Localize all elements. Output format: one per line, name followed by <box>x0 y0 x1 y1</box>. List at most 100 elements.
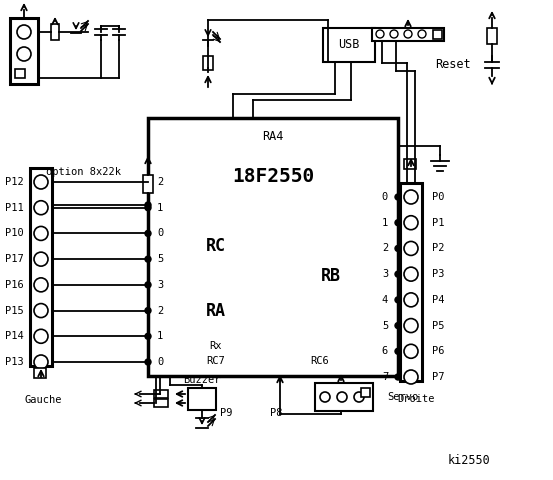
Bar <box>400 183 422 381</box>
Circle shape <box>404 319 418 333</box>
Text: 6: 6 <box>382 346 388 356</box>
Text: Reset: Reset <box>435 59 471 72</box>
Text: USB: USB <box>338 38 359 51</box>
Circle shape <box>34 175 48 189</box>
Bar <box>148 118 398 376</box>
Text: RB: RB <box>321 267 341 285</box>
Circle shape <box>337 392 347 402</box>
Circle shape <box>404 216 418 230</box>
Text: Buzzer: Buzzer <box>183 375 221 385</box>
Text: P5: P5 <box>432 321 445 331</box>
Circle shape <box>145 308 151 313</box>
Text: 5: 5 <box>157 254 163 264</box>
Circle shape <box>395 297 401 303</box>
Circle shape <box>17 25 31 39</box>
Text: 0: 0 <box>382 192 388 202</box>
Text: P0: P0 <box>432 192 445 202</box>
Text: 2: 2 <box>382 243 388 253</box>
Text: RC: RC <box>206 237 226 255</box>
Text: P14: P14 <box>5 331 24 341</box>
Text: P12: P12 <box>5 177 24 187</box>
Text: P7: P7 <box>432 372 445 382</box>
Text: P13: P13 <box>5 357 24 367</box>
Circle shape <box>395 348 401 354</box>
Text: 18F2550: 18F2550 <box>232 167 314 185</box>
Text: 3: 3 <box>382 269 388 279</box>
Text: 2: 2 <box>157 177 163 187</box>
Circle shape <box>395 374 401 380</box>
Circle shape <box>145 359 151 365</box>
Circle shape <box>34 303 48 318</box>
Text: P8: P8 <box>270 408 282 418</box>
Circle shape <box>395 271 401 277</box>
Text: 7: 7 <box>382 372 388 382</box>
Text: P15: P15 <box>5 306 24 315</box>
Text: 1: 1 <box>157 331 163 341</box>
Text: Droite: Droite <box>397 394 435 404</box>
Text: RC6: RC6 <box>311 356 330 366</box>
Circle shape <box>34 329 48 343</box>
Circle shape <box>395 245 401 252</box>
Circle shape <box>145 179 151 185</box>
Bar <box>188 388 216 410</box>
Circle shape <box>404 267 418 281</box>
Text: ki2550: ki2550 <box>447 454 490 467</box>
Text: Rx: Rx <box>210 341 222 351</box>
Circle shape <box>404 293 418 307</box>
Text: P10: P10 <box>5 228 24 239</box>
Text: 4: 4 <box>382 295 388 305</box>
Text: Gauche: Gauche <box>24 395 62 405</box>
Circle shape <box>404 30 412 38</box>
Bar <box>323 28 375 62</box>
Bar <box>154 399 168 407</box>
Bar <box>10 18 38 84</box>
Text: RC7: RC7 <box>207 356 226 366</box>
Circle shape <box>34 227 48 240</box>
Bar <box>15 69 25 78</box>
Bar <box>487 28 497 44</box>
Circle shape <box>354 392 364 402</box>
Bar <box>143 175 153 193</box>
Circle shape <box>145 202 151 208</box>
Circle shape <box>34 252 48 266</box>
Circle shape <box>145 230 151 237</box>
Bar <box>315 383 373 411</box>
Circle shape <box>145 333 151 339</box>
Circle shape <box>418 30 426 38</box>
Text: option 8x22k: option 8x22k <box>45 167 121 177</box>
Bar <box>34 368 46 378</box>
Circle shape <box>17 47 31 61</box>
Text: RA4: RA4 <box>262 130 284 143</box>
Bar <box>372 28 444 41</box>
Text: P4: P4 <box>432 295 445 305</box>
Circle shape <box>390 30 398 38</box>
Text: P2: P2 <box>432 243 445 253</box>
Circle shape <box>395 194 401 200</box>
Bar <box>51 24 59 40</box>
Circle shape <box>34 201 48 215</box>
Circle shape <box>395 323 401 329</box>
Bar <box>433 30 442 39</box>
Bar <box>361 388 370 397</box>
Circle shape <box>395 220 401 226</box>
Text: P3: P3 <box>432 269 445 279</box>
Circle shape <box>145 204 151 211</box>
Text: P11: P11 <box>5 203 24 213</box>
Text: 0: 0 <box>157 228 163 239</box>
Text: P6: P6 <box>432 346 445 356</box>
Circle shape <box>34 278 48 292</box>
Text: RA: RA <box>206 302 226 320</box>
Bar <box>154 390 168 398</box>
Text: 3: 3 <box>157 280 163 290</box>
Text: P17: P17 <box>5 254 24 264</box>
Text: P16: P16 <box>5 280 24 290</box>
Text: 1: 1 <box>382 218 388 228</box>
Text: 1: 1 <box>157 203 163 213</box>
Text: Servo: Servo <box>387 392 418 402</box>
Circle shape <box>376 30 384 38</box>
Circle shape <box>34 355 48 369</box>
Circle shape <box>320 392 330 402</box>
Text: 2: 2 <box>157 306 163 315</box>
Circle shape <box>404 344 418 358</box>
Circle shape <box>404 190 418 204</box>
